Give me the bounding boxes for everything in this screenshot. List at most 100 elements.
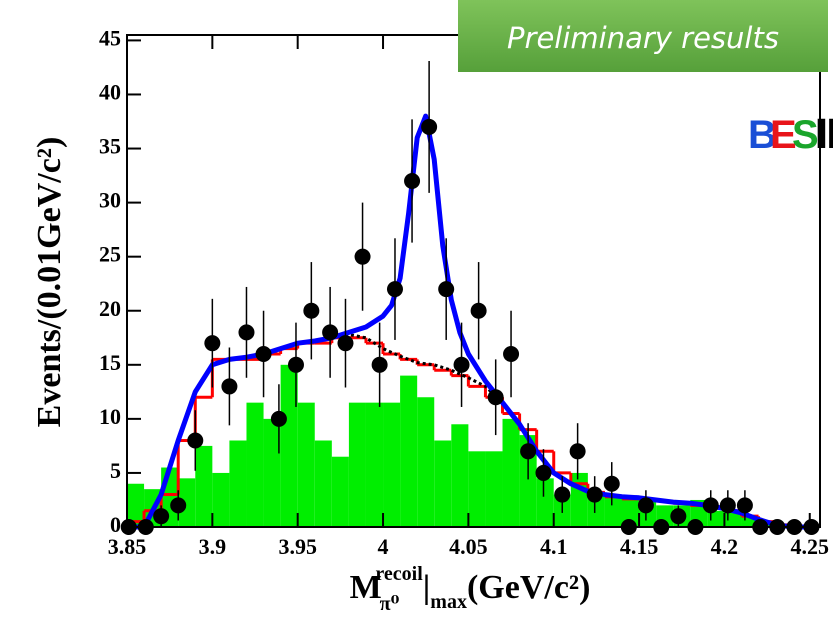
- data-point: [187, 432, 204, 449]
- data-point: [170, 497, 187, 514]
- y-tick-label: 45: [99, 25, 121, 50]
- histogram-bar: [707, 510, 725, 527]
- x-tick-label: 3.85: [108, 534, 147, 559]
- data-point: [371, 356, 388, 373]
- data-point: [670, 508, 687, 525]
- annotation-box: [458, 0, 828, 72]
- x-label-part: M: [350, 569, 382, 606]
- x-tick-label: 4.05: [449, 534, 488, 559]
- logo-letter: Ⅲ: [814, 113, 833, 157]
- data-point: [204, 335, 221, 352]
- logo-letter: E: [770, 113, 797, 157]
- x-axis-label: Mπ⁰ recoil|max(GeV/c²): [350, 563, 591, 615]
- x-tick-label: 4: [378, 534, 389, 559]
- logo-letter: S: [792, 113, 819, 157]
- histogram-bar: [365, 402, 384, 527]
- data-point: [337, 335, 354, 352]
- histogram-bar: [314, 440, 332, 527]
- data-point: [386, 281, 403, 298]
- histogram-bar: [724, 510, 742, 527]
- histogram-bar: [348, 402, 366, 527]
- histogram-bar: [434, 440, 452, 527]
- y-tick-label: 25: [99, 242, 121, 267]
- data-point: [637, 497, 654, 514]
- data-point: [535, 464, 552, 481]
- histogram-bar: [417, 397, 435, 527]
- x-tick-label: 4.2: [711, 534, 739, 559]
- data-point: [554, 486, 571, 503]
- y-tick-label: 15: [99, 350, 121, 375]
- histogram-bar: [331, 456, 349, 527]
- x-tick-label: 4.1: [540, 534, 568, 559]
- y-tick-label: 20: [99, 296, 121, 321]
- histogram-bar: [383, 402, 401, 527]
- data-point: [153, 508, 170, 525]
- x-tick-label: 4.25: [791, 534, 830, 559]
- histogram-bar: [587, 494, 605, 527]
- data-point: [453, 356, 470, 373]
- histogram-bar: [212, 472, 230, 527]
- histogram-bar: [604, 494, 622, 527]
- data-point: [586, 486, 603, 503]
- data-point: [322, 324, 339, 341]
- histogram-bar: [229, 440, 247, 527]
- histogram-bar: [741, 516, 759, 527]
- y-tick-label: 40: [99, 80, 121, 105]
- histogram-bar: [178, 478, 196, 527]
- x-label-part: max: [430, 591, 467, 613]
- logo-letter: B: [748, 113, 777, 157]
- data-point: [569, 443, 586, 460]
- histogram-bar: [263, 418, 281, 527]
- data-point: [702, 497, 719, 514]
- data-point: [287, 356, 304, 373]
- plot-area: [120, 60, 820, 535]
- histogram-bar: [536, 478, 554, 527]
- histogram-bar: [570, 472, 588, 527]
- y-tick-label: 10: [99, 404, 121, 429]
- data-point: [270, 410, 287, 427]
- data-point: [470, 302, 487, 319]
- data-point: [221, 378, 238, 395]
- y-tick-label: 35: [99, 134, 121, 159]
- data-point: [503, 345, 520, 362]
- data-point: [303, 302, 320, 319]
- y-axis-label: Events/(0.01GeV/c²): [31, 137, 68, 428]
- data-point: [255, 345, 272, 362]
- histogram-bar: [451, 424, 469, 527]
- data-point: [404, 172, 421, 189]
- fit-line: [127, 113, 810, 530]
- data-point: [354, 248, 371, 265]
- y-tick-label: 5: [110, 458, 121, 483]
- data-point: [520, 443, 537, 460]
- y-tick-label: 30: [99, 188, 121, 213]
- annotation: Preliminary results: [507, 21, 779, 55]
- histogram-bar: [195, 445, 213, 527]
- histogram-bar: [246, 402, 264, 527]
- x-tick-label: 3.95: [278, 534, 317, 559]
- x-label-part: π⁰: [380, 593, 400, 615]
- histogram-bar: [127, 483, 145, 527]
- x-label-part: (GeV/c²): [467, 569, 590, 606]
- histogram-bar: [280, 364, 298, 527]
- histogram-bar: [468, 451, 486, 527]
- axes: 0 5 10 15 20 25 30 35 40 45 3.85 3.9 3.95 4 4.05 4.1 4.1…: [99, 25, 829, 559]
- data-point: [603, 475, 620, 492]
- data-point: [438, 281, 455, 298]
- histogram-bar: [400, 375, 418, 527]
- histogram-bar: [297, 402, 315, 527]
- x-tick-label: 4.15: [620, 534, 659, 559]
- data-point: [487, 389, 504, 406]
- x-tick-label: 3.9: [199, 534, 227, 559]
- x-label-part: recoil: [375, 563, 423, 585]
- data-point: [736, 497, 753, 514]
- histogram-bar: [485, 451, 503, 527]
- data-point: [421, 118, 438, 135]
- data-point: [238, 324, 255, 341]
- data-point: [719, 497, 736, 514]
- y-tick-label: 0: [110, 512, 121, 537]
- histogram-bar: [502, 418, 520, 527]
- x-label-part: |: [423, 569, 431, 606]
